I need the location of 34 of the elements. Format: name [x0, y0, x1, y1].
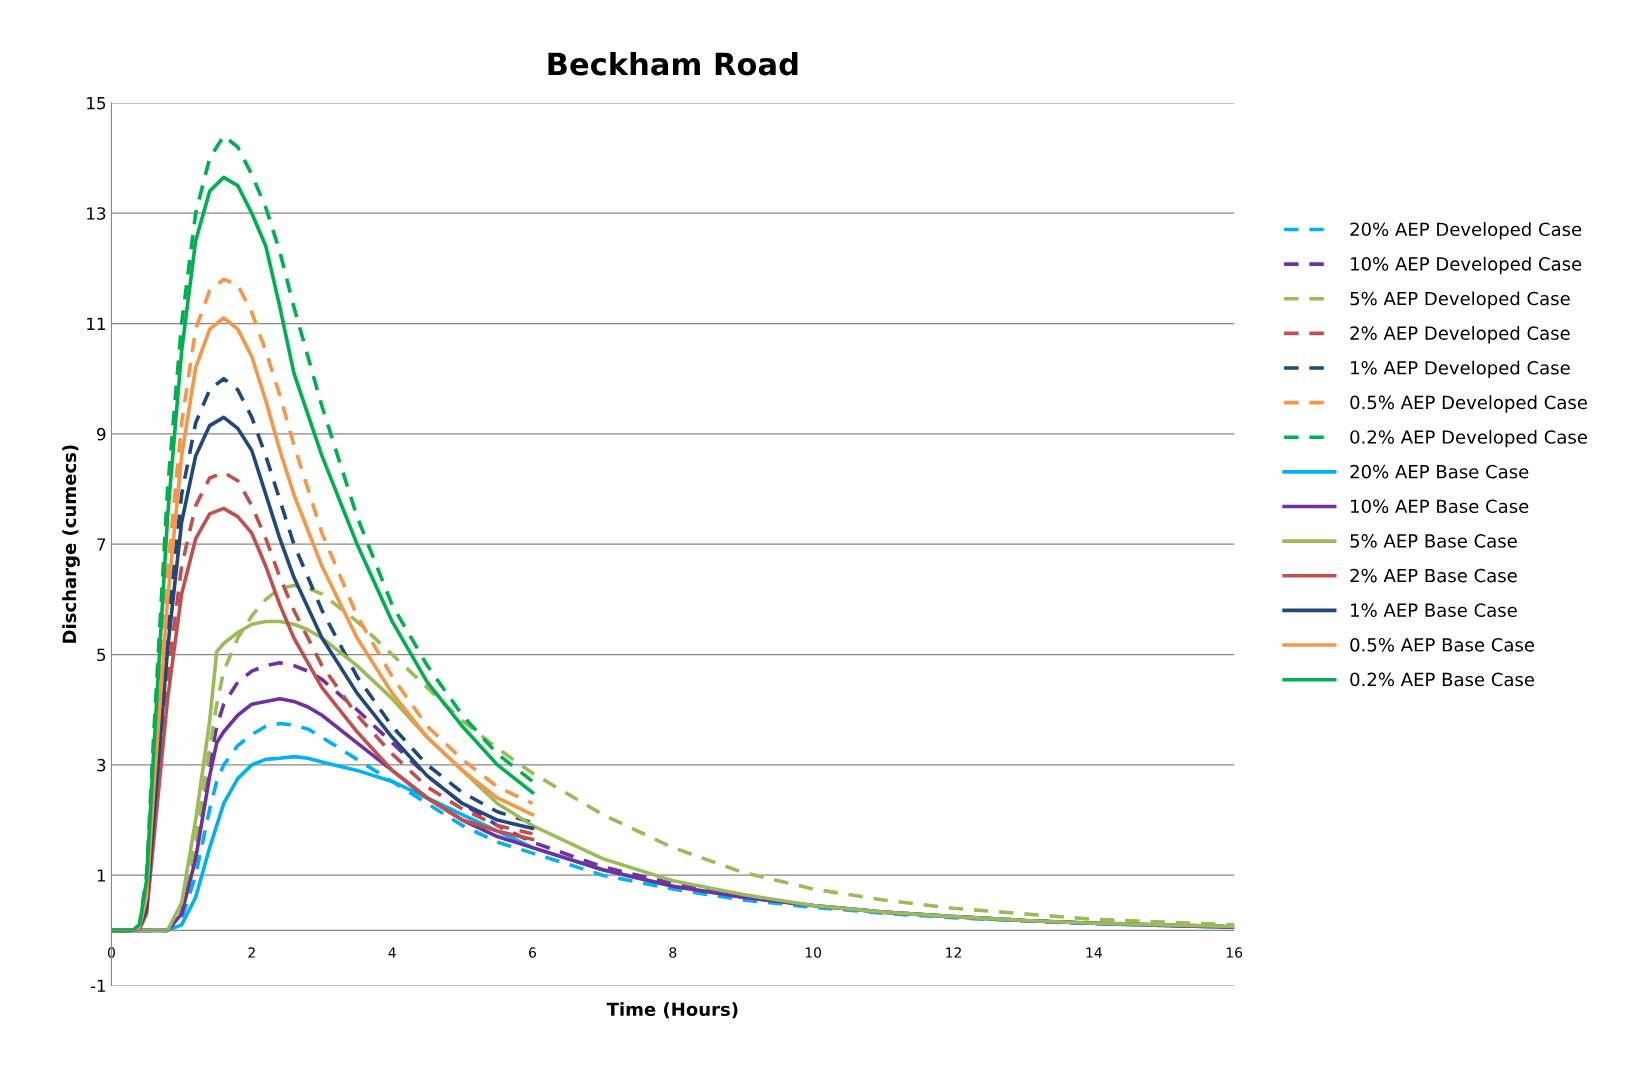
x-tick-label: 4	[388, 947, 396, 958]
legend-label: 0.5% AEP Developed Case	[1350, 395, 1587, 413]
x-tick-label: 14	[1086, 947, 1102, 958]
y-tick-label: 5	[97, 648, 106, 662]
y-tick-label: 9	[97, 427, 106, 441]
legend-label: 0.2% AEP Developed Case	[1350, 429, 1587, 448]
x-tick-label: 8	[669, 947, 677, 958]
x-tick-label: 10	[805, 947, 822, 958]
legend-label: 20% AEP Developed Case	[1350, 222, 1582, 240]
y-tick-label: 1	[97, 869, 106, 882]
y-tick-label: 15	[87, 97, 106, 110]
legend-label: 1% AEP Base Case	[1351, 603, 1517, 617]
legend-label: 2% AEP Base Case	[1350, 568, 1517, 583]
y-tick-label: 11	[87, 317, 106, 330]
x-tick-label: 12	[946, 947, 961, 958]
y-tick-label: 7	[97, 538, 106, 551]
chart-title: Beckham Road	[548, 51, 798, 76]
legend-label: 20% AEP Base Case	[1350, 464, 1529, 479]
legend-label: 5% AEP Developed Case	[1350, 291, 1570, 309]
legend-label: 10% AEP Developed Case	[1351, 256, 1582, 275]
legend-label: 5% AEP Base Case	[1350, 534, 1517, 548]
y-tick-label: 3	[97, 758, 106, 772]
x-tick-label: 6	[529, 947, 537, 958]
x-tick-label: 2	[248, 947, 255, 958]
legend-label: 1% AEP Developed Case	[1351, 360, 1570, 379]
x-axis-title: Time (Hours)	[606, 1002, 738, 1019]
y-tick-label: -1	[90, 979, 106, 992]
legend-label: 2% AEP Developed Case	[1350, 326, 1570, 344]
legend-label: 10% AEP Base Case	[1351, 499, 1529, 514]
legend-label: 0.2% AEP Base Case	[1350, 672, 1535, 687]
y-tick-label: 13	[87, 207, 106, 220]
x-tick-label: 16	[1226, 947, 1243, 958]
legend-label: 0.5% AEP Base Case	[1350, 637, 1535, 652]
y-axis-title: Discharge (cumecs)	[62, 445, 80, 643]
